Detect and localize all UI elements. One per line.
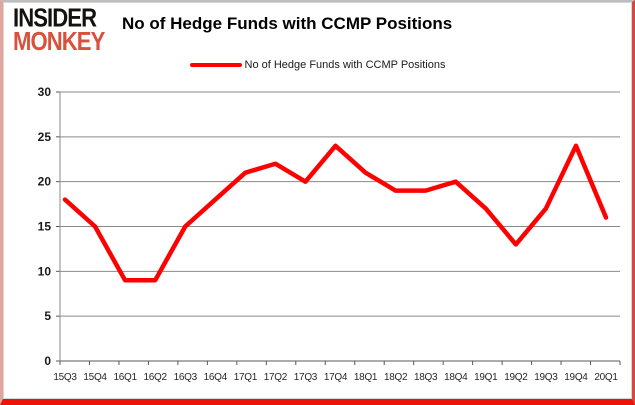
insider-monkey-logo: INSIDER MONKEY [13, 3, 105, 57]
x-tick-label: 16Q3 [174, 372, 198, 383]
x-tick-label: 17Q1 [234, 372, 258, 383]
y-tick-label: 5 [44, 309, 51, 323]
line-chart-plot-area: 0 5 10 15 20 25 30 15Q3 15Q4 16Q1 16Q2 16Q3 16Q4 17Q1… [38, 87, 621, 383]
x-tick-label: 19Q2 [504, 372, 528, 383]
x-tick-label: 17Q2 [264, 372, 288, 383]
y-tick-label: 15 [38, 220, 52, 234]
legend-label: No of Hedge Funds with CCMP Positions [244, 59, 446, 71]
x-tick-label: 16Q2 [144, 372, 168, 383]
chart-legend: No of Hedge Funds with CCMP Positions [3, 59, 632, 71]
x-tick-label: 15Q3 [53, 372, 77, 383]
legend-line-swatch [189, 63, 242, 67]
x-tick-label: 16Q4 [204, 372, 228, 383]
x-tick-label: 19Q1 [474, 372, 498, 383]
series-line [62, 143, 609, 283]
x-tick-label: 18Q1 [354, 372, 378, 383]
y-tick-label: 25 [38, 130, 52, 144]
logo-text-monkey: MONKEY [13, 27, 105, 57]
x-tick-label: 18Q3 [414, 372, 438, 383]
x-tick-label: 16Q1 [113, 372, 137, 383]
logo-text-insider: INSIDER [13, 3, 97, 33]
y-tick-label: 20 [38, 175, 52, 189]
x-tick-label: 17Q4 [324, 372, 348, 383]
x-tick-label: 19Q4 [564, 372, 588, 383]
y-tick-label: 10 [38, 264, 52, 278]
x-tick-label: 15Q4 [83, 372, 107, 383]
x-tick-label: 20Q1 [594, 372, 618, 383]
x-tick-label: 18Q2 [384, 372, 408, 383]
y-tick-label: 0 [44, 354, 51, 368]
page-title: No of Hedge Funds with CCMP Positions [122, 14, 453, 33]
y-tick-label: 30 [38, 87, 52, 99]
x-tick-label: 18Q4 [444, 372, 468, 383]
x-tick-label: 19Q3 [534, 372, 558, 383]
x-tick-label: 17Q3 [294, 372, 318, 383]
